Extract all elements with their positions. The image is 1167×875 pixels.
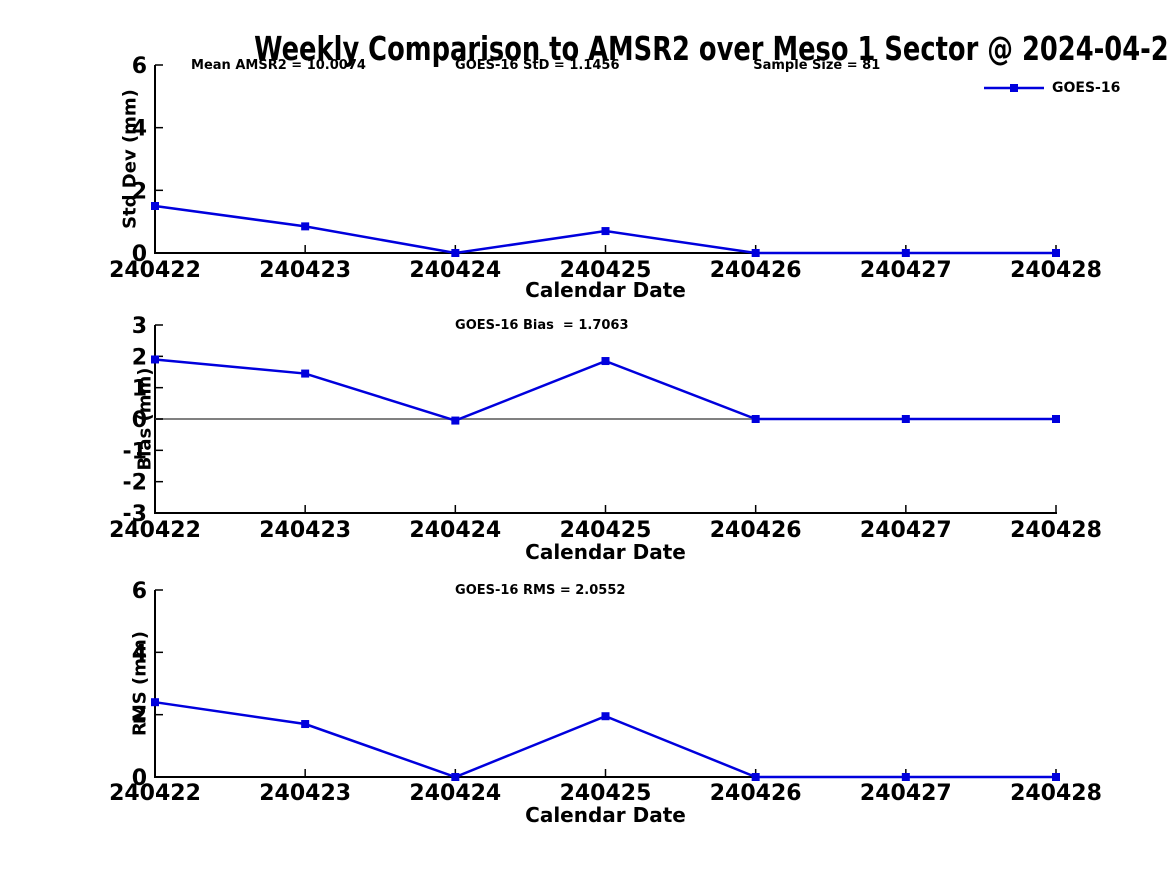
- x-tick-label: 240424: [409, 781, 501, 806]
- data-point-marker: [451, 773, 460, 781]
- x-tick-label: 240428: [1010, 781, 1102, 806]
- x-tick-label: 240422: [109, 258, 201, 283]
- data-point-marker: [1052, 415, 1060, 423]
- annotation-text: GOES-16 RMS = 2.0552: [455, 583, 625, 598]
- data-point-marker: [1052, 773, 1060, 781]
- data-point-marker: [601, 227, 610, 236]
- legend-line-sample: [984, 84, 1044, 92]
- data-point-marker: [151, 698, 159, 707]
- x-tick-label: 240424: [409, 518, 501, 543]
- y-axis-label: RMS (mm): [129, 631, 150, 736]
- data-point-marker: [151, 202, 159, 210]
- x-axis-label: Calendar Date: [525, 278, 686, 302]
- x-tick-label: 240424: [409, 258, 501, 283]
- data-point-marker: [751, 249, 760, 257]
- x-tick-label: 240423: [259, 781, 351, 806]
- data-point-marker: [901, 773, 910, 781]
- x-tick-label: 240425: [560, 258, 652, 283]
- y-tick-label: 6: [132, 579, 147, 604]
- y-tick-label: 4: [132, 641, 147, 666]
- y-tick-label: 0: [132, 766, 147, 791]
- annotation-text: Mean AMSR2 = 10.0074: [191, 58, 366, 73]
- y-tick-label: 1: [132, 377, 147, 402]
- y-axis-label: Std Dev (mm): [119, 89, 140, 229]
- data-point-marker: [601, 357, 610, 366]
- x-tick-label: 240422: [109, 518, 201, 543]
- x-tick-label: 240427: [860, 258, 952, 283]
- data-point-marker: [451, 249, 460, 257]
- y-tick-label: 3: [132, 314, 147, 339]
- data-point-marker: [151, 355, 159, 364]
- data-point-marker: [301, 222, 310, 231]
- y-axis-label: Bias (mm): [134, 368, 155, 471]
- y-tick-label: 2: [132, 179, 147, 204]
- x-tick-label: 240425: [560, 781, 652, 806]
- x-tick-label: 240428: [1010, 258, 1102, 283]
- y-tick-label: 0: [132, 242, 147, 267]
- annotation-text: Sample Size = 81: [753, 58, 880, 73]
- x-tick-label: 240427: [860, 781, 952, 806]
- y-tick-label: -2: [123, 471, 147, 496]
- x-tick-label: 240423: [259, 518, 351, 543]
- y-tick-label: 2: [132, 704, 147, 729]
- figure-title: Weekly Comparison to AMSR2 over Meso 1 S…: [254, 29, 1167, 68]
- data-point-marker: [301, 369, 310, 378]
- data-point-marker: [901, 249, 910, 257]
- data-point-marker: [601, 712, 610, 721]
- x-tick-label: 240428: [1010, 518, 1102, 543]
- x-tick-label: 240427: [860, 518, 952, 543]
- data-point-marker: [301, 720, 310, 729]
- y-tick-label: -3: [123, 502, 147, 527]
- x-tick-label: 240426: [710, 781, 802, 806]
- x-axis-label: Calendar Date: [525, 803, 686, 827]
- x-tick-label: 240425: [560, 518, 652, 543]
- legend-label: GOES-16: [1052, 80, 1121, 96]
- data-point-marker: [451, 416, 460, 425]
- data-series-line: [154, 358, 1056, 422]
- x-tick-label: 240422: [109, 781, 201, 806]
- legend: GOES-16: [983, 80, 1120, 96]
- y-tick-label: 0: [132, 408, 147, 433]
- data-point-marker: [901, 415, 910, 423]
- data-point-marker: [1052, 249, 1060, 257]
- y-tick-label: 2: [132, 345, 147, 370]
- annotation-text: GOES-16 StD = 1.1456: [455, 58, 619, 73]
- y-tick-label: 4: [132, 117, 147, 142]
- x-tick-label: 240426: [710, 258, 802, 283]
- x-tick-label: 240423: [259, 258, 351, 283]
- annotation-text: GOES-16 Bias = 1.7063: [455, 318, 628, 333]
- x-axis-label: Calendar Date: [525, 540, 686, 564]
- y-tick-label: 6: [132, 54, 147, 79]
- data-point-marker: [751, 773, 760, 781]
- x-tick-label: 240426: [710, 518, 802, 543]
- y-tick-label: -1: [123, 439, 147, 464]
- data-point-marker: [751, 415, 760, 423]
